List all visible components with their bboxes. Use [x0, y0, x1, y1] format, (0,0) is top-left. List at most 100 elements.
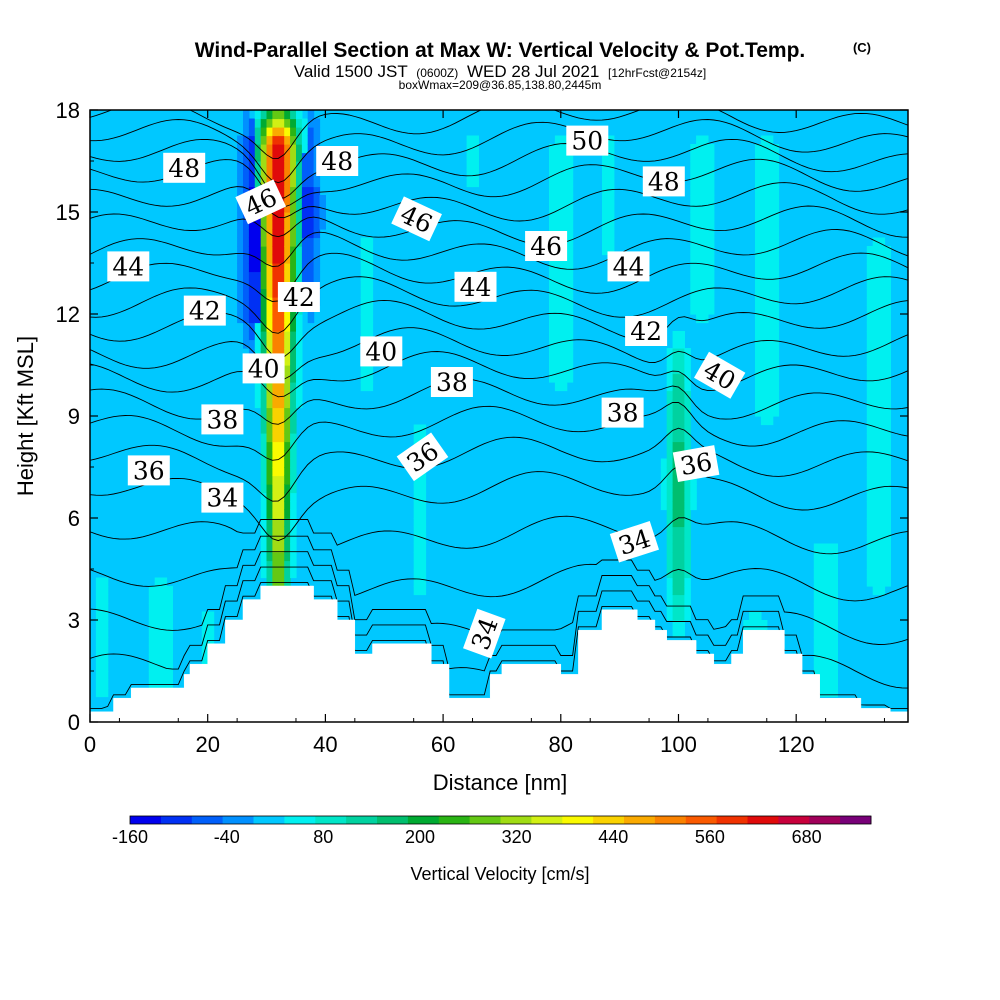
velocity-cell: [296, 331, 303, 341]
colorbar-swatch: [160, 816, 193, 824]
velocity-cell: [278, 458, 285, 468]
velocity-cell: [766, 169, 774, 179]
colorbar-tick-label: 560: [695, 827, 725, 847]
velocity-cell: [755, 212, 762, 222]
velocity-cell: [884, 518, 891, 528]
velocity-cell: [878, 416, 886, 426]
velocity-cell: [878, 577, 886, 587]
velocity-cell: [884, 467, 891, 477]
velocity-cell: [690, 484, 697, 494]
velocity-cell: [878, 543, 886, 553]
theta-contour-line: [90, 276, 908, 334]
velocity-cell: [666, 569, 674, 579]
velocity-cell: [296, 271, 303, 281]
velocity-cell: [301, 152, 309, 162]
velocity-cell: [666, 424, 674, 434]
velocity-cell: [684, 552, 691, 562]
velocity-cell: [154, 637, 162, 647]
colorbar-tick-label: 440: [598, 827, 628, 847]
velocity-cell: [872, 339, 880, 349]
velocity-cell: [154, 662, 162, 672]
velocity-cell: [290, 229, 297, 239]
velocity-cell: [684, 569, 691, 579]
velocity-cell: [296, 203, 303, 213]
velocity-cell: [278, 518, 285, 528]
velocity-cell: [307, 246, 315, 256]
velocity-cell: [237, 203, 244, 213]
velocity-cell: [254, 305, 262, 315]
velocity-cell: [678, 577, 685, 587]
velocity-cell: [666, 348, 674, 358]
velocity-cell: [272, 339, 279, 349]
velocity-cell: [160, 637, 168, 647]
velocity-cell: [266, 518, 273, 528]
velocity-cell: [866, 356, 874, 366]
velocity-cell: [260, 271, 268, 281]
velocity-cell: [290, 424, 297, 434]
velocity-cell: [878, 475, 886, 485]
velocity-cell: [272, 110, 279, 120]
theta-label-box: [609, 521, 660, 563]
velocity-cell: [772, 152, 780, 162]
velocity-cell: [872, 509, 880, 519]
velocity-cell: [755, 237, 762, 247]
velocity-cell: [602, 152, 609, 162]
velocity-cell: [760, 263, 768, 273]
velocity-cell: [690, 305, 697, 315]
velocity-cell: [772, 203, 780, 213]
velocity-cell: [272, 467, 279, 477]
velocity-cell: [272, 543, 279, 553]
velocity-cell: [260, 475, 268, 485]
velocity-cell: [95, 611, 103, 621]
velocity-cell: [825, 611, 833, 621]
velocity-cell: [831, 594, 838, 604]
velocity-cell: [95, 662, 103, 672]
velocity-cell: [554, 144, 562, 154]
velocity-cell: [290, 178, 297, 188]
velocity-cell: [237, 280, 244, 290]
velocity-cell: [260, 297, 268, 307]
velocity-cell: [319, 212, 326, 222]
velocity-cell: [666, 509, 674, 519]
velocity-cell: [549, 186, 556, 196]
velocity-cell: [707, 144, 715, 154]
velocity-cell: [154, 586, 162, 596]
velocity-cell: [554, 373, 562, 383]
velocity-cell: [160, 671, 168, 681]
velocity-cell: [207, 637, 215, 647]
velocity-cell: [243, 254, 250, 264]
theta-label-text: 38: [436, 368, 468, 397]
velocity-cell: [307, 254, 315, 264]
velocity-cell: [466, 152, 474, 162]
velocity-cell: [884, 492, 891, 502]
velocity-cell: [307, 118, 315, 128]
velocity-cell: [166, 594, 173, 604]
velocity-cell: [678, 399, 685, 409]
valid-date: WED 28 Jul 2021: [467, 62, 599, 81]
velocity-cell: [766, 314, 774, 324]
velocity-cell: [760, 246, 768, 256]
velocity-cell: [878, 399, 886, 409]
velocity-cell: [607, 161, 615, 171]
velocity-cell: [560, 280, 568, 290]
velocity-cell: [566, 203, 574, 213]
velocity-cell: [413, 586, 421, 596]
velocity-cell: [284, 135, 291, 145]
velocity-cell: [148, 603, 156, 613]
x-axis: 0 20 40 60 80 100 120: [84, 110, 885, 757]
velocity-cell: [284, 110, 291, 120]
velocity-cell: [884, 322, 891, 332]
velocity-cell: [254, 144, 262, 154]
velocity-cell: [296, 365, 303, 375]
velocity-cell: [872, 441, 880, 451]
velocity-cell: [290, 552, 297, 562]
velocity-cell: [296, 382, 303, 392]
velocity-cell: [884, 365, 891, 375]
velocity-cell: [878, 314, 886, 324]
velocity-cell: [560, 331, 568, 341]
velocity-cell: [278, 509, 285, 519]
velocity-cell: [755, 331, 762, 341]
velocity-cell: [254, 127, 262, 137]
velocity-cell: [702, 263, 709, 273]
velocity-cell: [666, 603, 674, 613]
